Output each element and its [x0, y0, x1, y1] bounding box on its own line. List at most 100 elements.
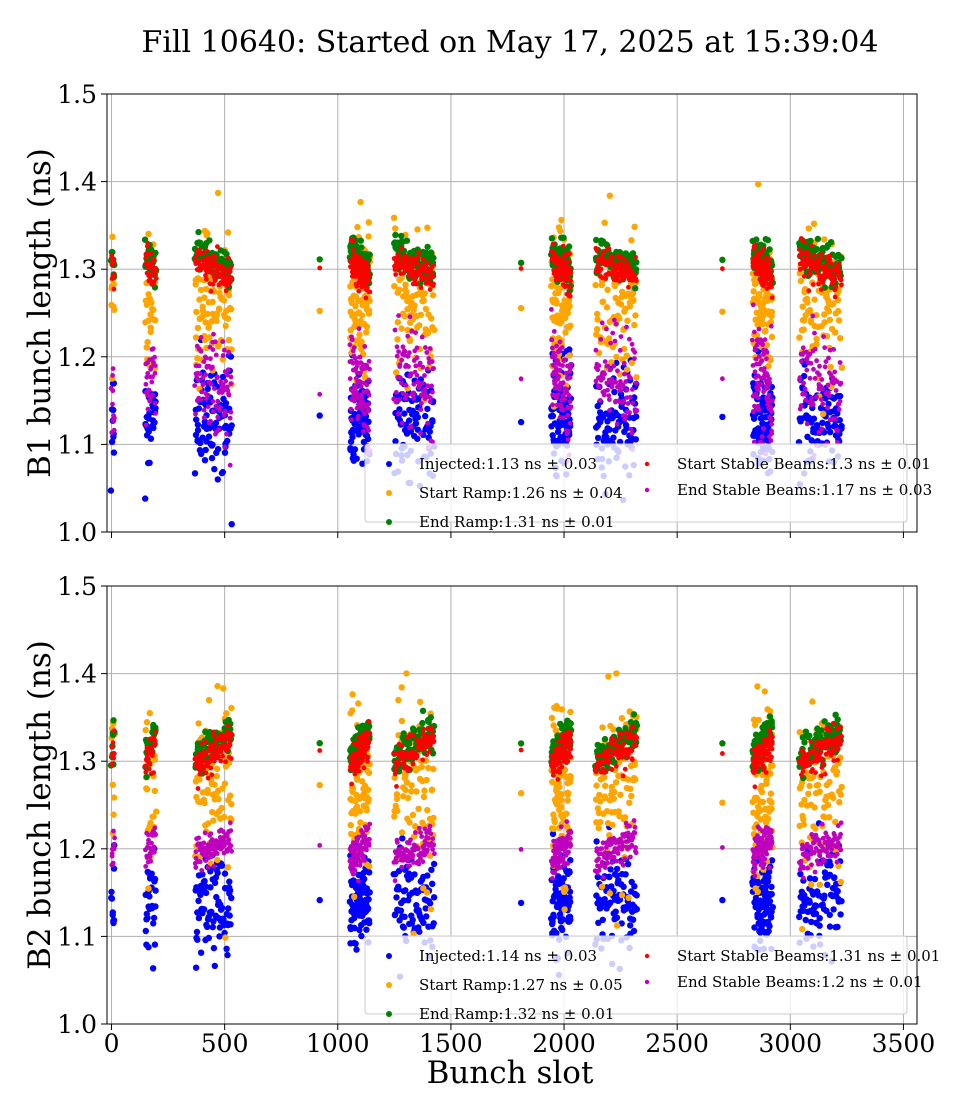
point-start-ramp — [812, 825, 819, 832]
point-start-stable-beams — [358, 280, 364, 286]
point-injected — [200, 906, 208, 913]
point-end-stable-beams — [720, 376, 725, 382]
point-injected — [616, 438, 624, 446]
point-end-stable-beams — [146, 387, 152, 393]
point-start-stable-beams — [518, 266, 524, 271]
point-start-stable-beams — [414, 261, 420, 267]
point-end-stable-beams — [821, 334, 826, 339]
point-start-stable-beams — [401, 270, 407, 276]
point-start-ramp — [605, 335, 613, 342]
point-injected — [607, 899, 614, 906]
point-end-stable-beams — [630, 387, 635, 392]
point-end-stable-beams — [429, 359, 435, 364]
point-end-stable-beams — [557, 415, 563, 420]
point-start-ramp — [517, 304, 525, 312]
point-start-ramp — [830, 300, 837, 307]
point-start-stable-beams — [364, 285, 370, 290]
point-end-stable-beams — [403, 382, 409, 388]
point-start-ramp — [201, 799, 208, 807]
point-start-ramp — [428, 315, 435, 322]
point-end-stable-beams — [357, 354, 363, 360]
point-injected — [797, 870, 804, 878]
point-end-stable-beams — [198, 397, 204, 403]
point-end-stable-beams — [397, 362, 403, 368]
point-start-stable-beams — [416, 250, 422, 256]
point-start-ramp — [632, 312, 639, 319]
point-start-stable-beams — [766, 256, 772, 262]
point-end-stable-beams — [764, 349, 770, 355]
point-end-stable-beams — [362, 411, 367, 417]
point-end-stable-beams — [347, 342, 353, 348]
point-end-stable-beams — [553, 370, 559, 376]
point-injected — [205, 433, 213, 440]
point-start-ramp — [609, 821, 616, 829]
point-end-stable-beams — [111, 427, 117, 433]
point-start-ramp — [413, 788, 420, 795]
point-start-ramp — [628, 359, 636, 366]
point-start-stable-beams — [366, 278, 372, 283]
point-end-stable-beams — [769, 409, 774, 415]
point-start-stable-beams — [766, 261, 772, 267]
point-start-ramp — [147, 328, 154, 336]
point-start-stable-beams — [827, 253, 832, 259]
point-start-ramp — [837, 791, 844, 798]
point-start-ramp — [821, 311, 828, 318]
point-start-ramp — [626, 303, 634, 310]
point-start-ramp — [627, 785, 634, 792]
point-start-stable-beams — [363, 295, 369, 301]
point-injected — [594, 873, 601, 881]
point-start-stable-beams — [594, 248, 600, 253]
point-injected — [430, 860, 438, 868]
point-end-stable-beams — [567, 399, 573, 404]
point-start-stable-beams — [394, 256, 400, 262]
x-tick-label: 0 — [104, 1029, 120, 1058]
point-start-ramp — [349, 707, 356, 714]
point-end-stable-beams — [608, 340, 613, 346]
point-end-stable-beams — [201, 415, 207, 421]
point-end-stable-beams — [618, 334, 624, 339]
point-start-ramp — [412, 823, 419, 830]
point-start-stable-beams — [317, 265, 323, 271]
point-end-stable-beams — [222, 444, 228, 450]
point-end-stable-beams — [208, 381, 214, 387]
point-end-stable-beams — [152, 354, 158, 360]
point-start-stable-beams — [720, 266, 725, 272]
point-end-stable-beams — [213, 404, 219, 409]
point-end-stable-beams — [223, 378, 229, 384]
point-end-stable-beams — [811, 366, 816, 372]
point-injected — [606, 873, 613, 880]
point-end-stable-beams — [396, 411, 401, 417]
point-end-stable-beams — [224, 849, 230, 854]
point-start-ramp — [424, 224, 431, 231]
point-end-stable-beams — [422, 373, 427, 378]
point-end-stable-beams — [393, 390, 399, 395]
point-start-ramp — [557, 797, 565, 804]
point-injected — [566, 869, 573, 876]
point-end-stable-beams — [407, 314, 413, 320]
point-start-ramp — [559, 815, 567, 822]
point-start-ramp — [751, 721, 759, 729]
point-injected — [838, 898, 845, 905]
point-start-ramp — [805, 225, 812, 232]
point-end-stable-beams — [826, 355, 831, 361]
point-start-ramp — [796, 729, 803, 736]
point-injected — [834, 923, 841, 931]
point-start-stable-beams — [202, 262, 208, 268]
point-injected — [108, 888, 115, 896]
point-start-stable-beams — [193, 255, 199, 261]
point-end-stable-beams — [556, 374, 562, 379]
point-start-stable-beams — [563, 252, 568, 257]
x-tick-label: 2000 — [532, 1029, 596, 1058]
point-start-ramp — [796, 334, 803, 341]
point-end-stable-beams — [568, 404, 574, 410]
point-start-ramp — [606, 890, 614, 897]
point-start-ramp — [618, 892, 626, 899]
point-start-stable-beams — [568, 270, 574, 275]
point-injected — [224, 437, 231, 445]
point-start-ramp — [755, 180, 762, 188]
point-start-ramp — [204, 310, 211, 318]
point-start-ramp — [224, 229, 232, 236]
point-injected — [216, 933, 223, 940]
point-start-stable-beams — [833, 284, 839, 290]
point-injected — [210, 918, 217, 925]
